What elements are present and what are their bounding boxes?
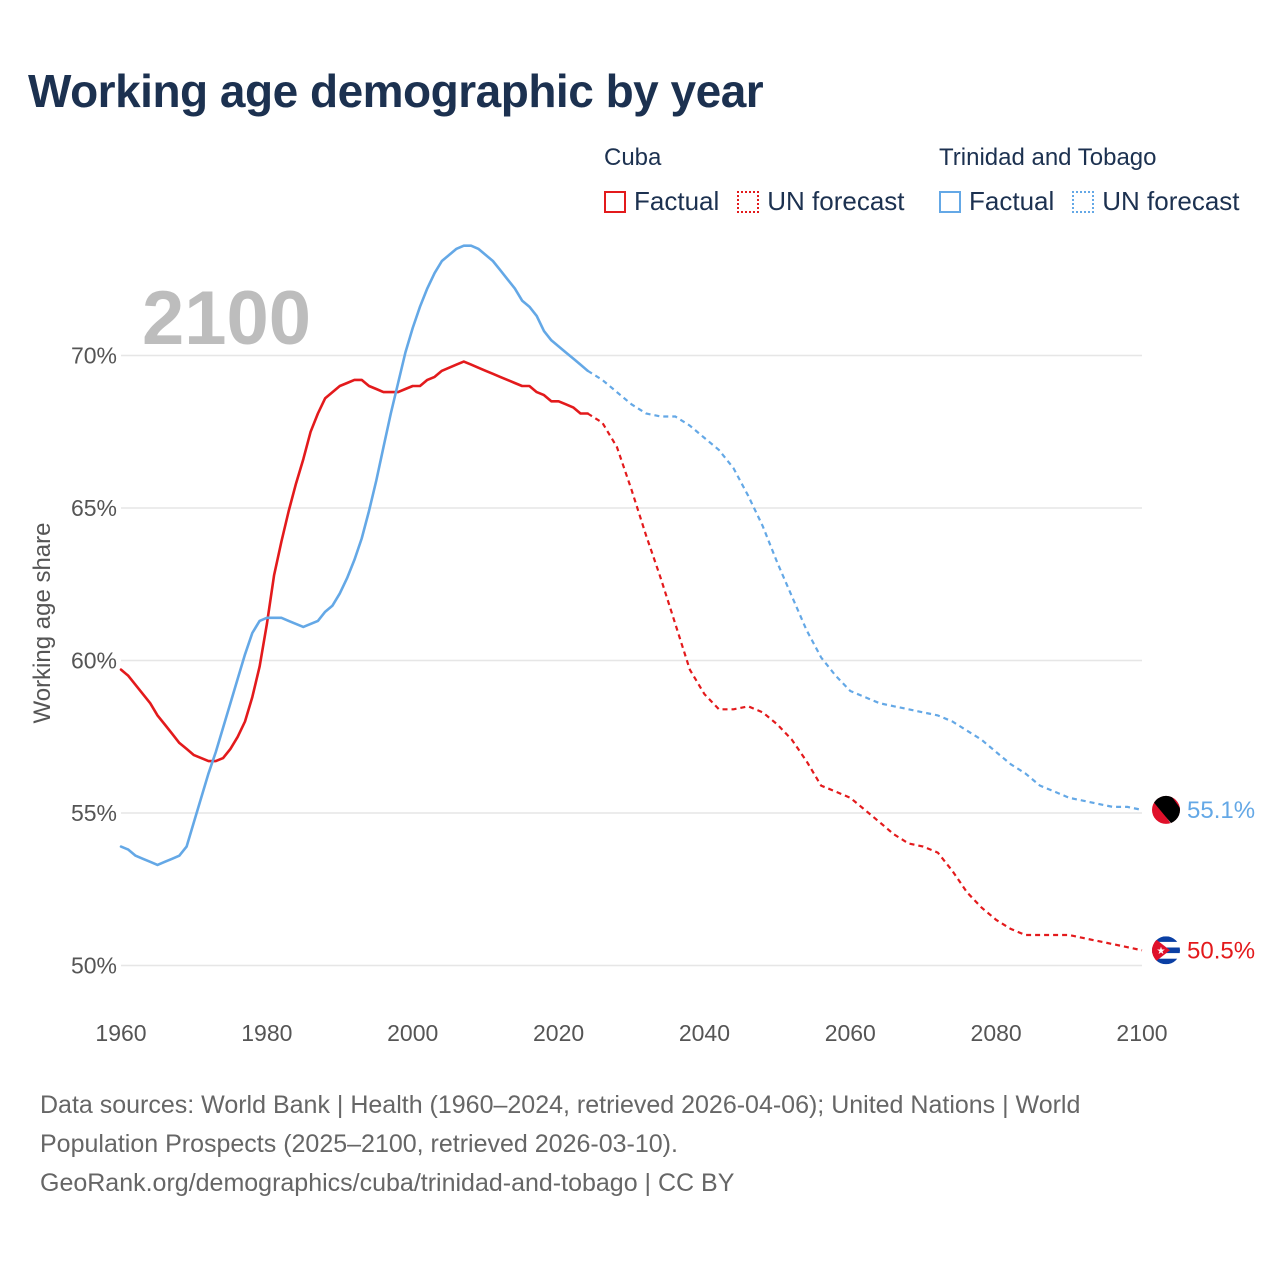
series-line-trinidad-and-tobago-factual — [119, 244, 589, 867]
y-tick-label: 55% — [71, 800, 117, 826]
y-axis-title: Working age share — [29, 523, 56, 724]
legend-cuba-factual[interactable]: Factual — [604, 186, 719, 217]
year-display: 2100 — [142, 276, 311, 361]
x-tick-label: 2000 — [387, 1020, 438, 1046]
legend-trinidad-forecast-label: UN forecast — [1102, 186, 1240, 216]
legend-title-cuba: Cuba — [604, 144, 662, 171]
cuba-flag-icon: ★ — [1152, 936, 1180, 965]
series-line-trinidad-and-tobago-forecast — [587, 369, 1143, 811]
y-tick-label: 50% — [71, 953, 117, 979]
x-tick-label: 2060 — [825, 1020, 876, 1046]
series-lines — [119, 244, 1143, 952]
y-tick-label: 70% — [71, 343, 117, 369]
footer-sources: Data sources: World Bank | Health (1960–… — [40, 1086, 1220, 1203]
legend-trinidad-factual-label: Factual — [969, 186, 1055, 216]
legend-cuba-factual-label: Factual — [634, 186, 720, 216]
y-tick-label: 60% — [71, 648, 117, 674]
footer-line[interactable]: GeoRank.org/demographics/cuba/trinidad-a… — [40, 1169, 735, 1197]
gridlines — [121, 354, 1142, 967]
svg-text:★: ★ — [1157, 946, 1166, 957]
x-tick-label: 2100 — [1116, 1020, 1167, 1046]
legend-group-trinidad: Trinidad and Tobago Factual UN forecast — [939, 144, 1240, 217]
x-tick-label: 2040 — [679, 1020, 730, 1046]
legend-group-cuba: Cuba Factual UN forecast — [604, 144, 905, 217]
y-axis-ticks: 50% 55% 60% 65% 70% — [71, 343, 117, 979]
series-line-cuba-factual — [119, 360, 589, 763]
legend-cuba-forecast-label: UN forecast — [767, 186, 905, 216]
end-label-cuba: 50.5% — [1187, 937, 1255, 964]
footer-line: Data sources: World Bank | Health (1960–… — [40, 1091, 1081, 1119]
x-tick-label: 2080 — [971, 1020, 1022, 1046]
legend-cuba-forecast[interactable]: UN forecast — [737, 186, 905, 217]
legend-swatch-solid-icon — [939, 190, 961, 213]
end-label-trinidad: 55.1% — [1187, 797, 1255, 824]
series-line-cuba-forecast — [587, 412, 1143, 952]
legend-title-trinidad: Trinidad and Tobago — [939, 144, 1157, 171]
x-tick-label: 1980 — [241, 1020, 292, 1046]
legend-swatch-dotted-icon — [737, 190, 760, 213]
legend-swatch-dotted-icon — [1072, 190, 1095, 213]
legend-trinidad-factual[interactable]: Factual — [939, 186, 1054, 217]
footer-line: Population Prospects (2025–2100, retriev… — [40, 1130, 678, 1158]
x-tick-label: 2020 — [533, 1020, 584, 1046]
legend-swatch-solid-icon — [604, 190, 626, 213]
x-tick-label: 1960 — [95, 1020, 146, 1046]
trinidad-flag-icon — [1152, 795, 1180, 824]
y-tick-label: 65% — [71, 495, 117, 521]
x-axis-ticks: 1960 1980 2000 2020 2040 2060 2080 2100 — [95, 1020, 1167, 1046]
chart-title: Working age demographic by year — [28, 65, 764, 117]
legend-trinidad-forecast[interactable]: UN forecast — [1072, 186, 1240, 217]
